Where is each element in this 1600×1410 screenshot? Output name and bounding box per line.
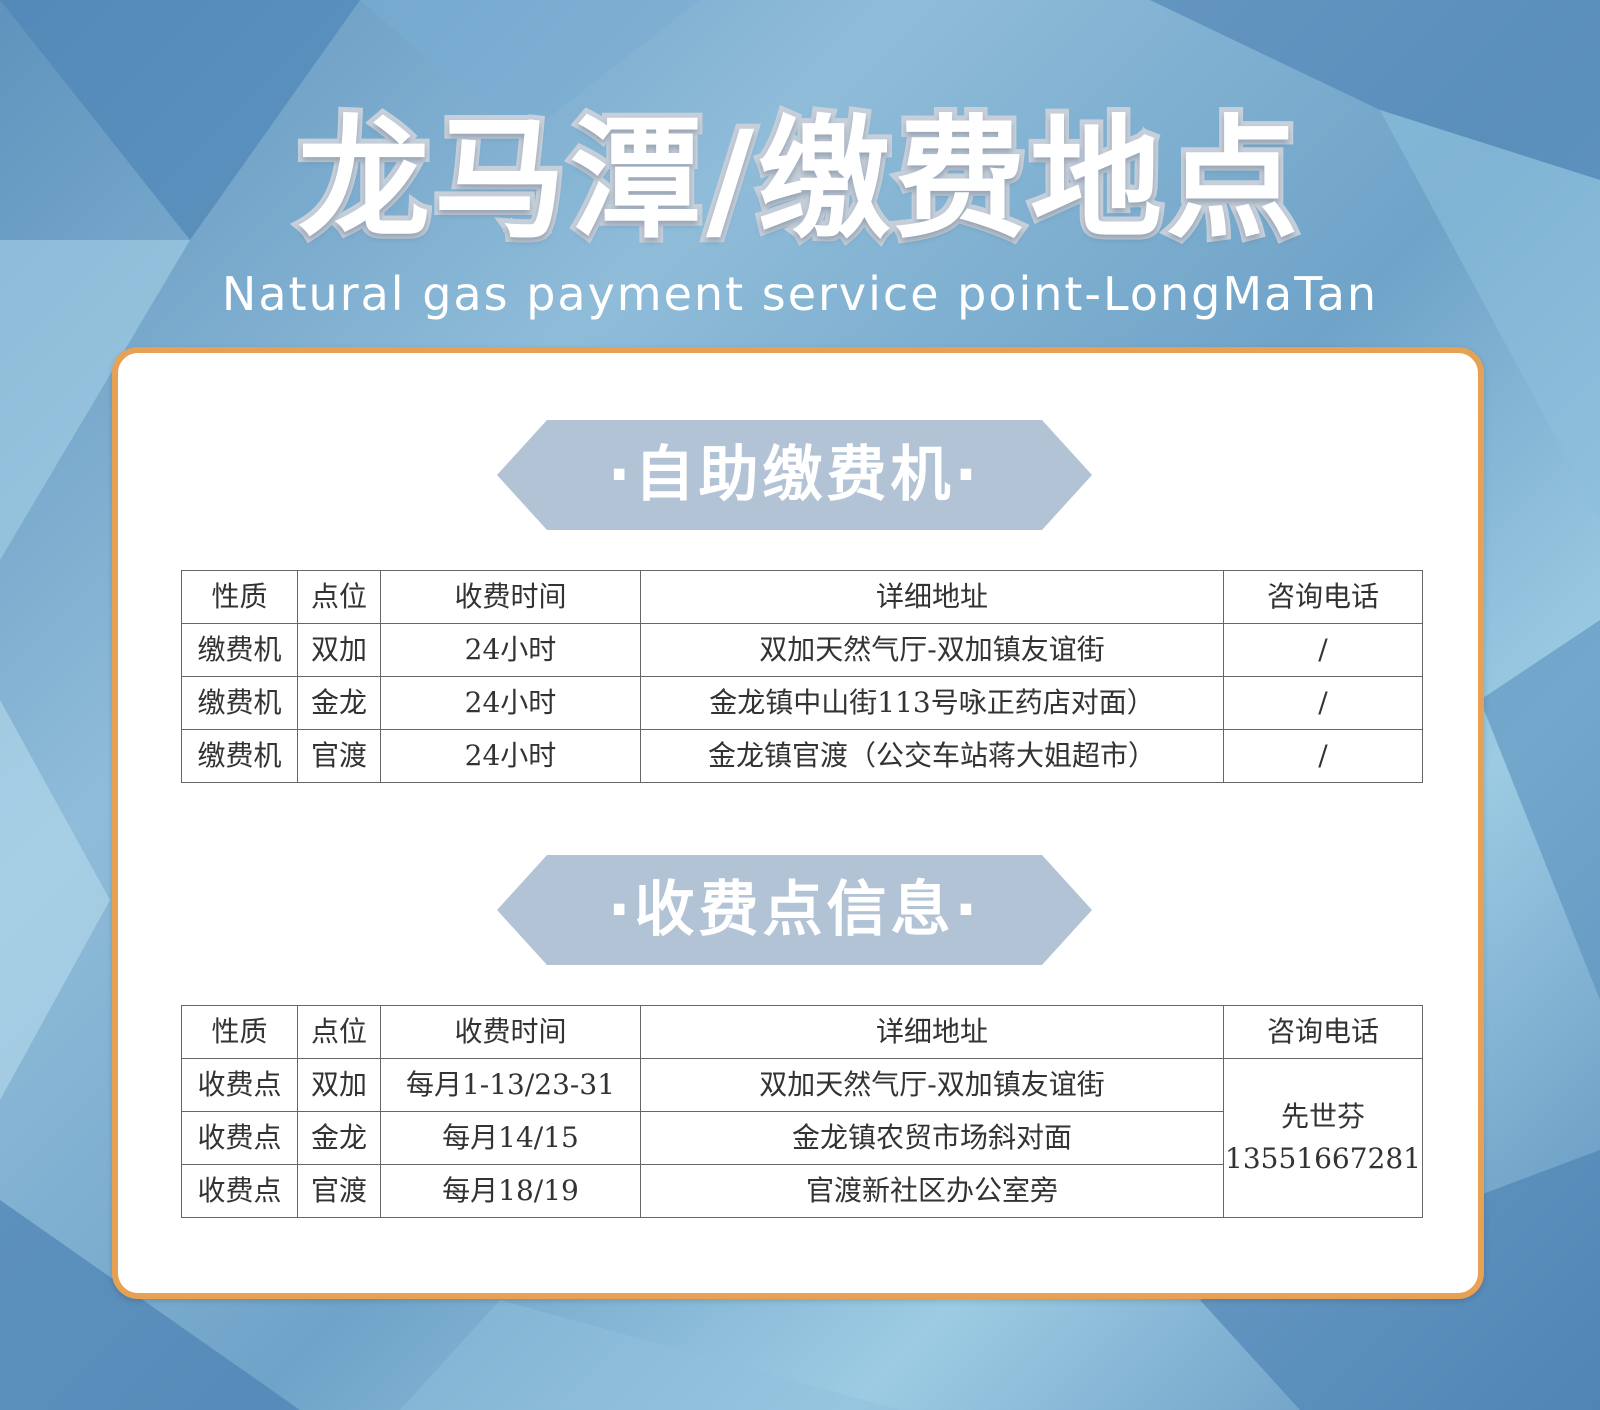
section-banner-payment-points: ·收费点信息· [497, 855, 1092, 965]
cell: 双加 [297, 1058, 381, 1112]
banner-label: ·收费点信息· [607, 875, 982, 945]
cell: 每月18/19 [380, 1164, 641, 1218]
section-banner-self-service: ·自助缴费机· [497, 420, 1092, 530]
cell: 金龙 [297, 676, 381, 730]
table-row: 缴费机 官渡 24小时 金龙镇官渡（公交车站蒋大姐超市） / [181, 729, 1423, 783]
cell: 收费点 [181, 1058, 298, 1112]
cell: 双加天然气厅-双加镇友谊街 [640, 1058, 1224, 1112]
cell: 金龙镇中山街113号咏正药店对面） [640, 676, 1224, 730]
contact-phone: 13551667281 [1225, 1142, 1421, 1175]
table-row: 收费点 官渡 每月18/19 官渡新社区办公室旁 [181, 1164, 1423, 1218]
cell: / [1223, 676, 1423, 730]
contact-cell: 先世芬 13551667281 [1223, 1058, 1423, 1218]
table-row: 收费点 金龙 每月14/15 金龙镇农贸市场斜对面 [181, 1111, 1423, 1165]
cell: 官渡 [297, 729, 381, 783]
cell: 缴费机 [181, 676, 298, 730]
cell: 24小时 [380, 729, 641, 783]
banner-shape [497, 420, 1092, 530]
cell: 收费点 [181, 1111, 298, 1165]
cell: 每月1-13/23-31 [380, 1058, 641, 1112]
cell: 每月14/15 [380, 1111, 641, 1165]
cell: 24小时 [380, 676, 641, 730]
header-cell: 咨询电话 [1223, 570, 1423, 624]
header-cell: 性质 [181, 1005, 298, 1059]
table-row: 缴费机 金龙 24小时 金龙镇中山街113号咏正药店对面） / [181, 676, 1423, 730]
table-header-row: 性质 点位 收费时间 详细地址 咨询电话 [181, 1005, 1423, 1059]
header-cell: 咨询电话 [1223, 1005, 1423, 1059]
cell: 缴费机 [181, 729, 298, 783]
header-cell: 收费时间 [380, 570, 641, 624]
cell: 收费点 [181, 1164, 298, 1218]
header-cell: 点位 [297, 570, 381, 624]
cell: 金龙镇农贸市场斜对面 [640, 1111, 1224, 1165]
cell: / [1223, 623, 1423, 677]
contact-name: 先世芬 [1280, 1100, 1365, 1133]
header-cell: 详细地址 [640, 570, 1224, 624]
cell: 金龙镇官渡（公交车站蒋大姐超市） [640, 729, 1224, 783]
self-service-table: 性质 点位 收费时间 详细地址 咨询电话 缴费机 双加 24小时 双加天然气厅-双加镇… [181, 570, 1423, 783]
page-title: 龙马潭/缴费地点 [293, 103, 1303, 257]
cell: 24小时 [380, 623, 641, 677]
header-cell: 点位 [297, 1005, 381, 1059]
table-header-row: 性质 点位 收费时间 详细地址 咨询电话 [181, 570, 1423, 624]
cell: 双加 [297, 623, 381, 677]
cell: / [1223, 729, 1423, 783]
table-row: 收费点 双加 每月1-13/23-31 双加天然气厅-双加镇友谊街 先世芬 13551… [181, 1058, 1423, 1218]
table-row: 缴费机 双加 24小时 双加天然气厅-双加镇友谊街 / [181, 623, 1423, 677]
cell: 官渡新社区办公室旁 [640, 1164, 1224, 1218]
banner-shape [497, 855, 1092, 965]
cell: 双加天然气厅-双加镇友谊街 [640, 623, 1224, 677]
header-cell: 性质 [181, 570, 298, 624]
page-subtitle: Natural gas payment service point-LongMa… [221, 267, 1379, 321]
cell: 缴费机 [181, 623, 298, 677]
banner-label: ·自助缴费机· [607, 440, 982, 510]
payment-points-table: 性质 点位 收费时间 详细地址 咨询电话 收费点 双加 每月1-13/23-31 双加… [181, 1005, 1423, 1218]
cell: 官渡 [297, 1164, 381, 1218]
header-cell: 收费时间 [380, 1005, 641, 1059]
header-cell: 详细地址 [640, 1005, 1224, 1059]
cell: 金龙 [297, 1111, 381, 1165]
